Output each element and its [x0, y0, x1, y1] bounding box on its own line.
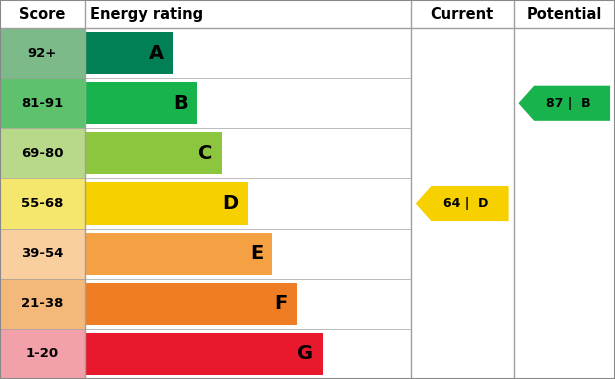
Text: Energy rating: Energy rating — [90, 6, 203, 22]
Bar — [0, 28, 85, 78]
Text: 87 |  B: 87 | B — [546, 97, 590, 110]
Text: C: C — [198, 144, 213, 163]
Bar — [0, 279, 85, 329]
Bar — [85, 283, 297, 325]
Text: D: D — [223, 194, 239, 213]
Bar — [85, 182, 248, 225]
Polygon shape — [416, 186, 509, 221]
Bar — [85, 82, 197, 124]
Bar — [0, 329, 85, 379]
Text: Potential: Potential — [526, 6, 602, 22]
Polygon shape — [518, 86, 610, 121]
Bar — [0, 229, 85, 279]
Bar — [0, 128, 85, 179]
Text: A: A — [149, 44, 164, 63]
Bar — [0, 179, 85, 229]
Text: 55-68: 55-68 — [22, 197, 63, 210]
Text: 39-54: 39-54 — [22, 247, 63, 260]
Text: 64 |  D: 64 | D — [443, 197, 489, 210]
Text: 92+: 92+ — [28, 47, 57, 60]
Text: Current: Current — [430, 6, 494, 22]
Text: 81-91: 81-91 — [22, 97, 63, 110]
Text: B: B — [173, 94, 188, 113]
Bar — [85, 333, 323, 375]
Bar — [85, 132, 222, 174]
Text: E: E — [250, 244, 263, 263]
Text: Score: Score — [19, 6, 66, 22]
Text: 21-38: 21-38 — [22, 297, 63, 310]
Text: F: F — [274, 294, 287, 313]
Text: G: G — [298, 345, 314, 363]
Bar — [0, 78, 85, 128]
Bar — [85, 233, 272, 275]
Text: 69-80: 69-80 — [21, 147, 64, 160]
Bar — [85, 32, 173, 74]
Text: 1-20: 1-20 — [26, 348, 59, 360]
